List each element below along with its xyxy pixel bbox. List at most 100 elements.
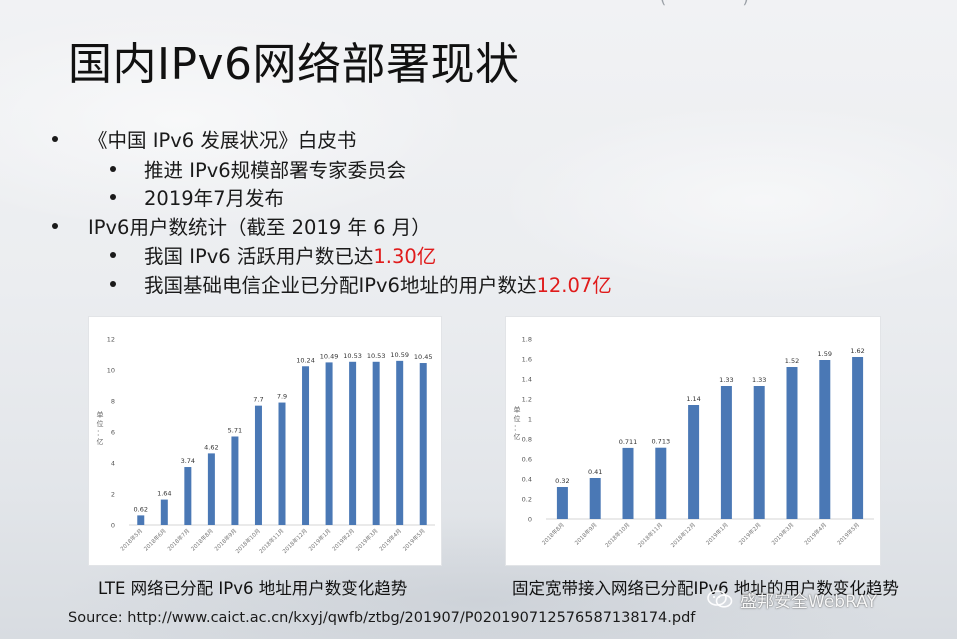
clipped-header-fragment: ( · · · · · · · ) — [660, 0, 749, 7]
bullet-text: 我国 IPv6 活跃用户数已达 — [144, 245, 374, 268]
x-tick-label: 2019年3月 — [770, 521, 796, 547]
data-label: 10.24 — [296, 356, 315, 364]
broadband-chart-card: 0 0.2 0.4 0.6 0.8 1 1.2 1.4 1.6 1.8 单位：亿 0.32 2018年8… — [505, 316, 881, 566]
bar — [819, 360, 831, 519]
y-tick-label: 1.2 — [522, 396, 532, 404]
x-tick-label: 2018年9月 — [573, 521, 599, 547]
y-axis-label: ： — [514, 424, 521, 432]
y-tick-label: 0.2 — [522, 496, 532, 504]
x-tick-label: 2018年8月 — [540, 521, 566, 547]
data-label: 0.32 — [555, 477, 569, 485]
bullet-item: 《中国 IPv6 发展状况》白皮书 — [88, 129, 357, 152]
x-tick-label: 2018年6月 — [142, 527, 168, 553]
data-label: 10.49 — [320, 352, 339, 360]
y-tick-label: 0.6 — [522, 456, 532, 464]
watermark-text: 盛邦安全WebRAY — [740, 591, 877, 612]
highlight-value: 12.07亿 — [536, 274, 612, 297]
bullet-item: 我国基础电信企业已分配IPv6地址的用户数达12.07亿 — [144, 269, 612, 298]
data-label: 1.64 — [157, 490, 171, 498]
y-tick-label: 1.6 — [522, 356, 532, 364]
lte-chart-card: 0 2 4 6 8 10 12 单位：亿 0.62 2018年5月 1.64 2018年6月 3.74 2… — [88, 316, 442, 566]
x-tick-label: 2018年8月 — [189, 527, 215, 553]
bar — [655, 447, 667, 519]
bar — [349, 361, 357, 525]
data-label: 0.713 — [651, 438, 670, 446]
y-tick-label: 4 — [111, 460, 115, 468]
y-tick-label: 12 — [107, 336, 115, 344]
x-tick-label: 2019年2月 — [330, 527, 356, 553]
bar — [396, 360, 404, 525]
bar — [852, 357, 864, 519]
x-tick-label: 2019年1月 — [307, 527, 333, 553]
y-axis-label: ： — [97, 429, 104, 437]
bar — [254, 405, 262, 525]
x-tick-label: 2018年9月 — [213, 527, 239, 553]
bar — [137, 515, 145, 525]
bar — [372, 361, 380, 525]
data-label: 1.59 — [818, 350, 832, 358]
x-tick-label: 2018年12月 — [669, 521, 697, 549]
y-axis-label: 亿 — [514, 432, 521, 441]
y-tick-label: 2 — [111, 491, 115, 499]
lte-chart-caption: LTE 网络已分配 IPv6 地址用户数变化趋势 — [98, 579, 408, 598]
y-tick-label: 10 — [107, 367, 115, 375]
y-axis-label: 亿 — [97, 437, 104, 446]
y-tick-label: 1.8 — [522, 336, 532, 344]
x-tick-label: 2019年2月 — [737, 521, 763, 547]
bar — [786, 367, 798, 519]
data-label: 10.53 — [367, 352, 386, 360]
x-tick-label: 2018年12月 — [281, 527, 309, 555]
x-tick-label: 2019年1月 — [704, 521, 730, 547]
data-label: 1.62 — [850, 347, 864, 355]
x-tick-label: 2019年3月 — [354, 527, 380, 553]
x-tick-label: 2018年5月 — [118, 527, 144, 553]
bar — [753, 386, 765, 519]
data-label: 10.59 — [390, 351, 409, 359]
bullet-item: 我国 IPv6 活跃用户数已达1.30亿 — [144, 240, 436, 269]
bullet-list: 《中国 IPv6 发展状况》白皮书 推进 IPv6规模部署专家委员会 2019年… — [0, 0, 957, 300]
data-label: 0.41 — [588, 468, 602, 476]
data-label: 10.53 — [343, 352, 362, 360]
data-label: 7.7 — [253, 396, 263, 404]
bullet-dot — [110, 252, 116, 258]
source-link[interactable]: Source: http://www.caict.ac.cn/kxyj/qwfb… — [68, 610, 696, 626]
bar — [207, 453, 215, 525]
x-tick-label: 2019年5月 — [835, 521, 861, 547]
data-label: 1.33 — [719, 376, 733, 384]
data-label: 10.45 — [414, 353, 433, 361]
bar — [231, 436, 239, 525]
y-tick-label: 0.4 — [522, 476, 532, 484]
y-axis-label: 位 — [514, 414, 521, 423]
bar — [302, 366, 310, 525]
y-axis-label: 单 — [514, 405, 521, 414]
bullet-dot — [52, 136, 58, 142]
bullet-dot — [110, 194, 116, 200]
slide-title: 国内IPv6网络部署现状 — [68, 39, 520, 90]
bullet-item: 2019年7月发布 — [144, 187, 285, 210]
y-tick-label: 0 — [111, 522, 115, 530]
lte-bar-chart: 0 2 4 6 8 10 12 单位：亿 0.62 2018年5月 1.64 2018年6月 3.74 2… — [97, 336, 435, 555]
x-tick-label: 2018年10月 — [603, 521, 631, 549]
x-tick-label: 2018年7月 — [165, 527, 191, 553]
y-axis-label: 位 — [97, 419, 104, 428]
bar — [556, 487, 568, 519]
data-label: 1.52 — [785, 357, 799, 365]
bar — [278, 402, 286, 525]
data-label: 5.71 — [228, 426, 242, 434]
broadband-chart-caption: 固定宽带接入网络已分配IPv6 地址的用户数变化趋势 — [512, 579, 899, 598]
data-label: 0.62 — [134, 505, 148, 513]
wechat-watermark: 盛邦安全WebRAY — [706, 588, 877, 612]
bar — [325, 362, 333, 525]
bullet-dot — [110, 281, 116, 287]
data-label: 0.711 — [619, 438, 638, 446]
y-tick-label: 0 — [528, 516, 532, 524]
bar — [184, 467, 192, 525]
bar — [589, 478, 601, 519]
x-tick-label: 2019年4月 — [802, 521, 828, 547]
y-tick-label: 1.4 — [522, 376, 532, 384]
x-tick-label: 2018年11月 — [636, 521, 664, 549]
bullet-item: IPv6用户数统计（截至 2019 年 6 月） — [88, 216, 431, 239]
y-tick-label: 1 — [528, 416, 532, 424]
y-tick-label: 8 — [111, 398, 115, 406]
data-label: 1.14 — [686, 395, 700, 403]
